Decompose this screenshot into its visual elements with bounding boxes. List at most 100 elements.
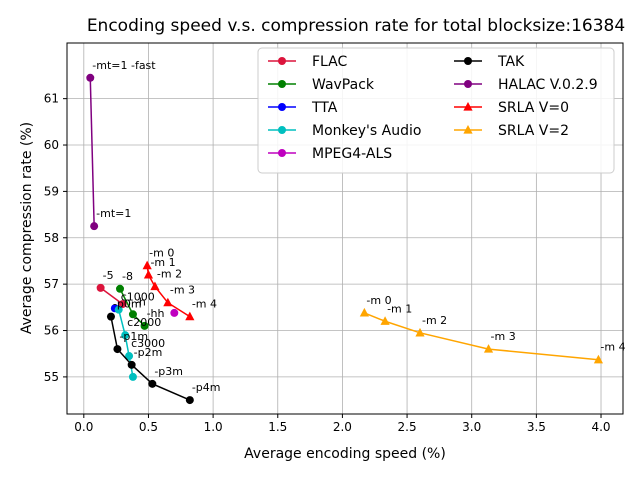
legend-item: SRLA V=2	[454, 123, 569, 139]
data-point	[163, 297, 173, 307]
x-tick-label: 0.0	[74, 420, 93, 434]
point-label: c1000	[121, 291, 155, 304]
point-label: -p4m	[192, 381, 221, 394]
data-point	[483, 344, 494, 353]
data-point	[127, 360, 136, 369]
point-label: -m 4	[600, 341, 625, 354]
series-line	[100, 287, 124, 305]
data-point	[118, 300, 127, 309]
y-axis-label: Average compression rate (%)	[19, 122, 35, 334]
legend-marker	[464, 80, 472, 88]
legend-marker	[278, 126, 286, 134]
data-point	[185, 311, 195, 321]
series-8	[359, 307, 604, 364]
legend-marker	[463, 125, 473, 134]
data-point	[90, 222, 99, 231]
legend-marker	[278, 80, 286, 88]
series-5	[106, 312, 194, 405]
plot-series	[86, 73, 604, 405]
point-label: -m 0	[149, 247, 174, 260]
point-label: -hh	[147, 307, 165, 320]
x-tick-label: 2.5	[398, 420, 417, 434]
point-label: -p3m	[154, 365, 183, 378]
axis-ticks: 0.0 0.5 1.0 1.5 2.0 2.5 3.0 3.5 4.0 55 56 57 58 59 60 6…	[44, 92, 611, 434]
y-tick-label: 61	[44, 92, 59, 106]
data-point	[150, 281, 160, 291]
x-tick-label: 1.5	[268, 420, 287, 434]
data-point	[113, 345, 122, 354]
y-tick-label: 55	[44, 370, 59, 384]
legend-label: SRLA V=0	[498, 100, 569, 116]
point-label: c2000	[127, 316, 161, 329]
x-tick-label: 3.0	[462, 420, 481, 434]
point-label: -m 1	[387, 302, 412, 315]
data-point	[96, 283, 105, 292]
point-label: -m 2	[157, 267, 182, 280]
legend-label: WavPack	[312, 77, 375, 93]
point-label: -m 1	[150, 256, 175, 269]
data-point	[170, 308, 179, 317]
data-point	[143, 269, 154, 279]
point-label: -p1m	[119, 330, 148, 343]
plot-frame	[66, 42, 624, 415]
legend-item: Monkey's Audio	[268, 123, 421, 139]
x-tick-label: 2.0	[333, 420, 352, 434]
data-point	[359, 307, 369, 317]
data-point	[415, 327, 425, 337]
legend: FLAC WavPack TTA Monkey's Audio MPEG4-ALS TAK…	[257, 47, 615, 174]
point-label: -mt=1	[96, 207, 131, 220]
series-6	[86, 73, 99, 231]
data-point	[116, 284, 125, 293]
data-point	[142, 260, 152, 270]
chart-title: Encoding speed v.s. compression rate for…	[87, 16, 625, 36]
data-point	[185, 396, 194, 405]
data-point	[593, 354, 604, 364]
legend-marker	[278, 57, 286, 65]
legend-marker	[278, 103, 286, 111]
x-tick-label: 3.5	[527, 420, 546, 434]
point-label: -m 3	[170, 284, 195, 297]
series-0	[96, 283, 127, 309]
legend-label: FLAC	[312, 54, 348, 70]
legend-label: SRLA V=2	[498, 123, 569, 139]
legend-marker	[464, 57, 472, 65]
point-label: -h	[135, 295, 146, 308]
series-7	[142, 260, 195, 321]
data-point	[106, 312, 115, 321]
point-label: -m 4	[192, 298, 217, 311]
point-label: -m 3	[491, 330, 516, 343]
data-point	[148, 379, 157, 388]
legend-item: FLAC	[268, 54, 348, 70]
legend-item: SRLA V=0	[454, 100, 569, 116]
legend-label: HALAC V.0.2.9	[498, 77, 598, 93]
point-label: -m 2	[422, 314, 447, 327]
legend-marker	[463, 102, 473, 111]
y-tick-label: 56	[44, 324, 59, 338]
legend-label: TAK	[497, 54, 525, 70]
point-annotations: -5 -8-h-hh c1000 c2000 c3000 -p0m -p1m -p2m -p3m…	[92, 59, 625, 394]
legend-label: MPEG4-ALS	[312, 146, 392, 162]
point-label: -p2m	[134, 346, 163, 359]
legend-item: HALAC V.0.2.9	[454, 77, 598, 93]
y-tick-label: 57	[44, 277, 59, 291]
y-tick-label: 60	[44, 138, 59, 152]
x-axis-label: Average encoding speed (%)	[244, 446, 446, 462]
data-point	[121, 331, 130, 340]
point-label: c3000	[131, 337, 165, 350]
point-label: -5	[103, 269, 114, 282]
legend-frame	[257, 47, 615, 174]
point-label: -m 0	[366, 294, 391, 307]
legend-label: Monkey's Audio	[312, 123, 421, 139]
series-4	[170, 308, 179, 317]
y-tick-label: 59	[44, 184, 59, 198]
series-line	[89, 77, 95, 227]
x-tick-label: 4.0	[591, 420, 610, 434]
data-point	[140, 321, 149, 330]
data-point	[128, 372, 137, 381]
legend-item: TTA	[268, 100, 338, 116]
series-3	[114, 305, 137, 381]
legend-marker	[278, 149, 286, 157]
x-tick-label: 0.5	[139, 420, 158, 434]
data-point	[125, 352, 134, 361]
